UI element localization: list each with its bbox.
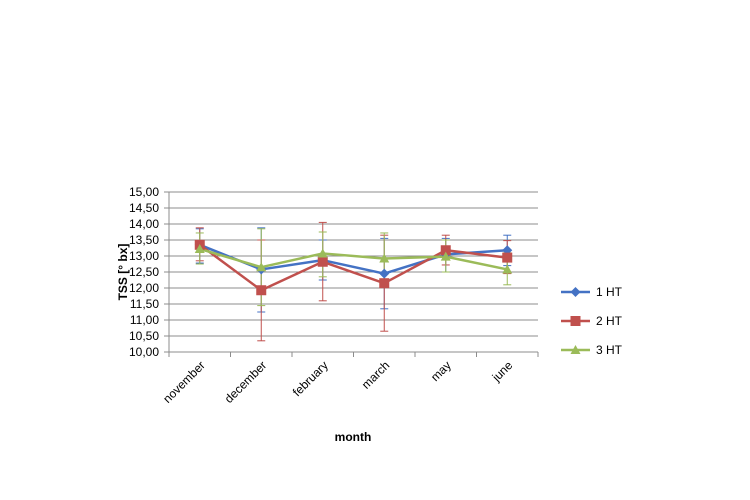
x-tick-label: may — [428, 358, 454, 384]
data-point-3-ht — [317, 248, 328, 258]
data-point-3-ht — [502, 264, 513, 274]
y-tick-label: 12,50 — [129, 265, 159, 279]
data-point-3-ht — [256, 262, 267, 272]
legend-marker-2-ht — [570, 316, 581, 326]
y-tick-label: 11,00 — [130, 313, 159, 327]
legend-label-1-ht: 1 HT — [596, 285, 623, 299]
x-tick-label: february — [290, 358, 331, 399]
y-tick-label: 12,00 — [129, 281, 159, 295]
data-point-3-ht — [440, 251, 451, 261]
y-tick-label: 15,00 — [129, 185, 159, 199]
axes — [164, 191, 539, 357]
x-tick-labels: november december february march may june — [160, 358, 515, 406]
y-tick-label: 11,50 — [130, 297, 159, 311]
data-point-3-ht — [379, 253, 390, 263]
y-axis-title: TSS [° bx] — [116, 244, 130, 301]
data-point-1-ht — [379, 268, 390, 279]
y-tick-label: 10,50 — [129, 329, 159, 343]
legend: 1 HT 2 HT 3 HT — [561, 285, 623, 357]
x-tick-label: december — [222, 358, 270, 406]
x-axis-title: month — [335, 430, 372, 444]
data-point-2-ht — [256, 285, 267, 296]
x-tick-label: november — [160, 358, 208, 406]
data-point-3-ht — [194, 243, 205, 253]
x-tick-label: june — [489, 358, 516, 385]
data-point-2-ht — [379, 278, 390, 289]
y-tick-label: 14,00 — [129, 217, 159, 231]
series-lines — [199, 243, 508, 292]
y-tick-label: 10,00 — [129, 345, 159, 359]
y-tick-label: 13,00 — [129, 249, 159, 263]
legend-marker-3-ht — [570, 345, 581, 354]
data-point-2-ht — [440, 245, 451, 256]
series-line-2-ht — [199, 243, 508, 292]
legend-label-2-ht: 2 HT — [596, 314, 623, 328]
data-point-2-ht — [317, 256, 328, 267]
legend-label-3-ht: 3 HT — [596, 343, 623, 357]
legend-marker-1-ht — [570, 287, 581, 297]
series-line-3-ht — [199, 247, 508, 271]
series-markers — [194, 239, 513, 296]
y-tick-label: 13,50 — [129, 233, 159, 247]
y-tick-label: 14,50 — [129, 201, 159, 215]
data-point-2-ht — [502, 252, 513, 263]
y-tick-labels: 15,00 14,50 14,00 13,50 13,00 12,50 12,00 11,50… — [129, 185, 159, 359]
x-tick-label: march — [359, 358, 392, 391]
